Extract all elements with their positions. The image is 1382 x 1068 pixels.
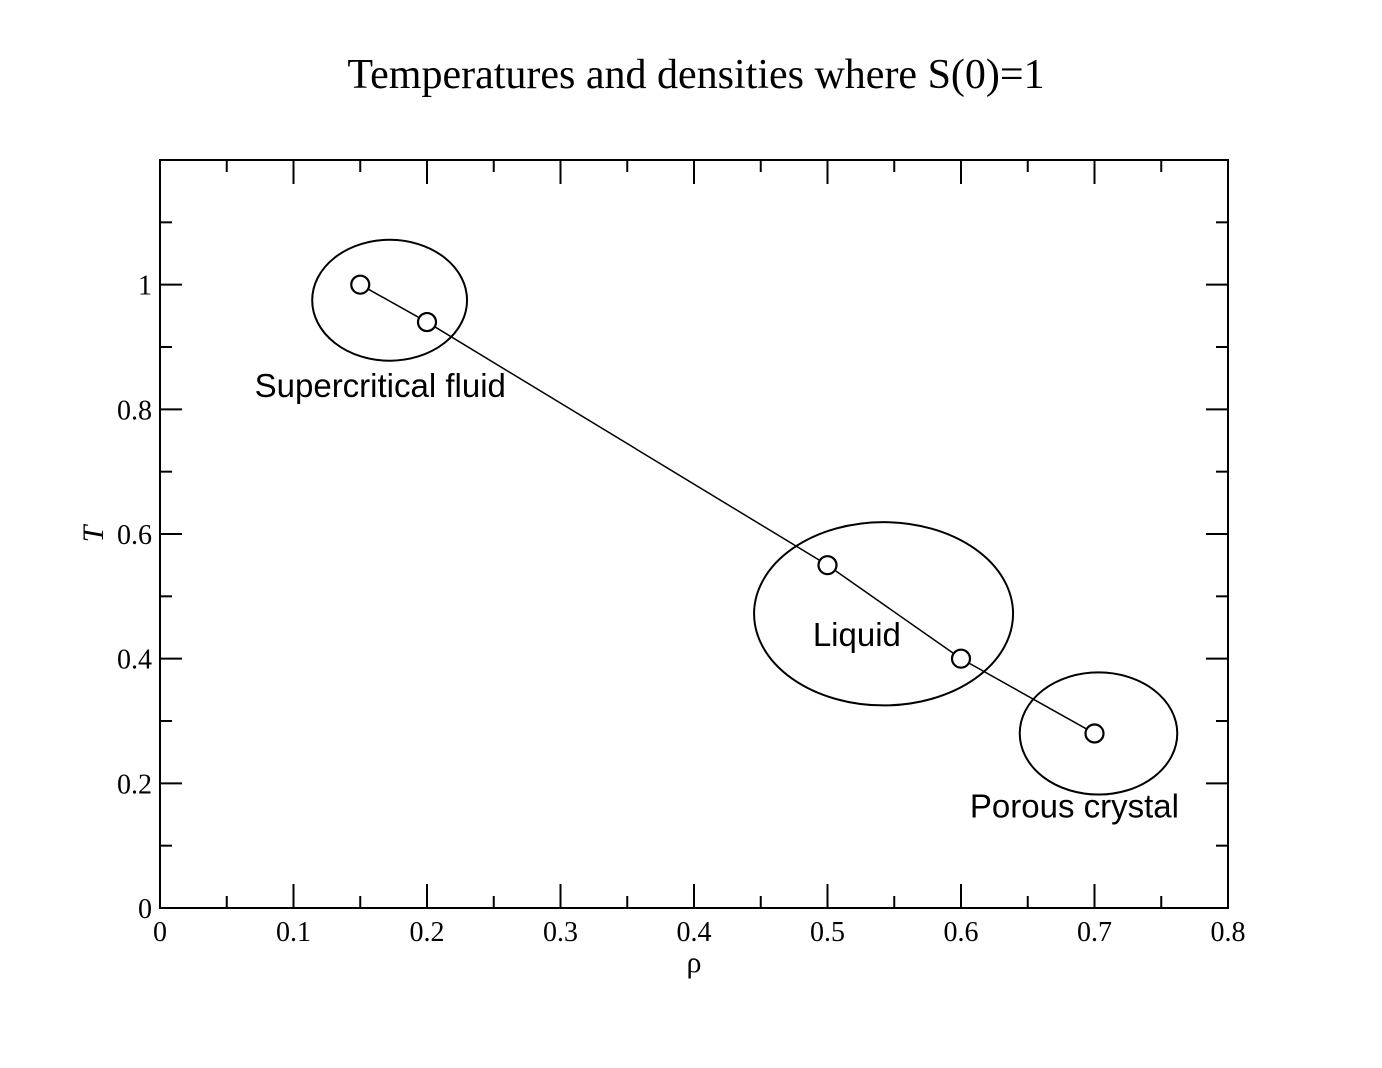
data-point	[350, 274, 371, 295]
annotations: Supercritical fluid Liquid Porous crystal	[255, 367, 1179, 825]
data-point	[950, 648, 972, 669]
x-tick-label: 0.8	[1211, 917, 1246, 948]
series-line	[359, 284, 1095, 735]
data-series	[350, 274, 1105, 744]
x-tick-label: 0.5	[810, 917, 845, 948]
annotation-ellipse	[311, 238, 469, 362]
y-tick-label: 0.8	[117, 395, 152, 426]
x-tick-label: 0.3	[543, 917, 578, 948]
annotation-label: Porous crystal	[970, 788, 1179, 825]
x-tick-label: 0.4	[677, 917, 712, 948]
chart-title: Temperatures and densities where S(0)=1	[347, 52, 1044, 98]
annotation-ellipses	[311, 238, 1179, 796]
annotation-ellipse	[1018, 671, 1179, 796]
data-point	[416, 311, 438, 333]
y-tick-label: 0	[138, 894, 152, 925]
x-tick-label: 0.6	[944, 917, 979, 948]
axis-ticks	[159, 159, 1229, 909]
y-tick-label: 0.6	[117, 520, 152, 551]
y-tick-label: 0.4	[117, 645, 152, 676]
axis-tick-labels: 0 0.1 0.2 0.3 0.4 0.5 0.6 0.7 0.8 0 0.2 0.4 0.6 0.8 1	[117, 271, 1246, 948]
data-point	[1084, 723, 1105, 744]
annotation-label: Supercritical fluid	[255, 367, 506, 404]
x-tick-label: 0	[153, 917, 167, 948]
x-tick-label: 0.7	[1077, 917, 1112, 948]
annotation-label: Liquid	[813, 616, 901, 653]
y-tick-label: 0.2	[117, 769, 152, 800]
x-tick-label: 0.2	[410, 917, 445, 948]
annotation-ellipse	[753, 521, 1015, 707]
data-point	[817, 555, 838, 576]
y-axis-label: T	[77, 523, 110, 542]
y-tick-label: 1	[138, 271, 152, 302]
x-axis-label: ρ	[687, 946, 702, 979]
x-tick-label: 0.1	[276, 917, 311, 948]
